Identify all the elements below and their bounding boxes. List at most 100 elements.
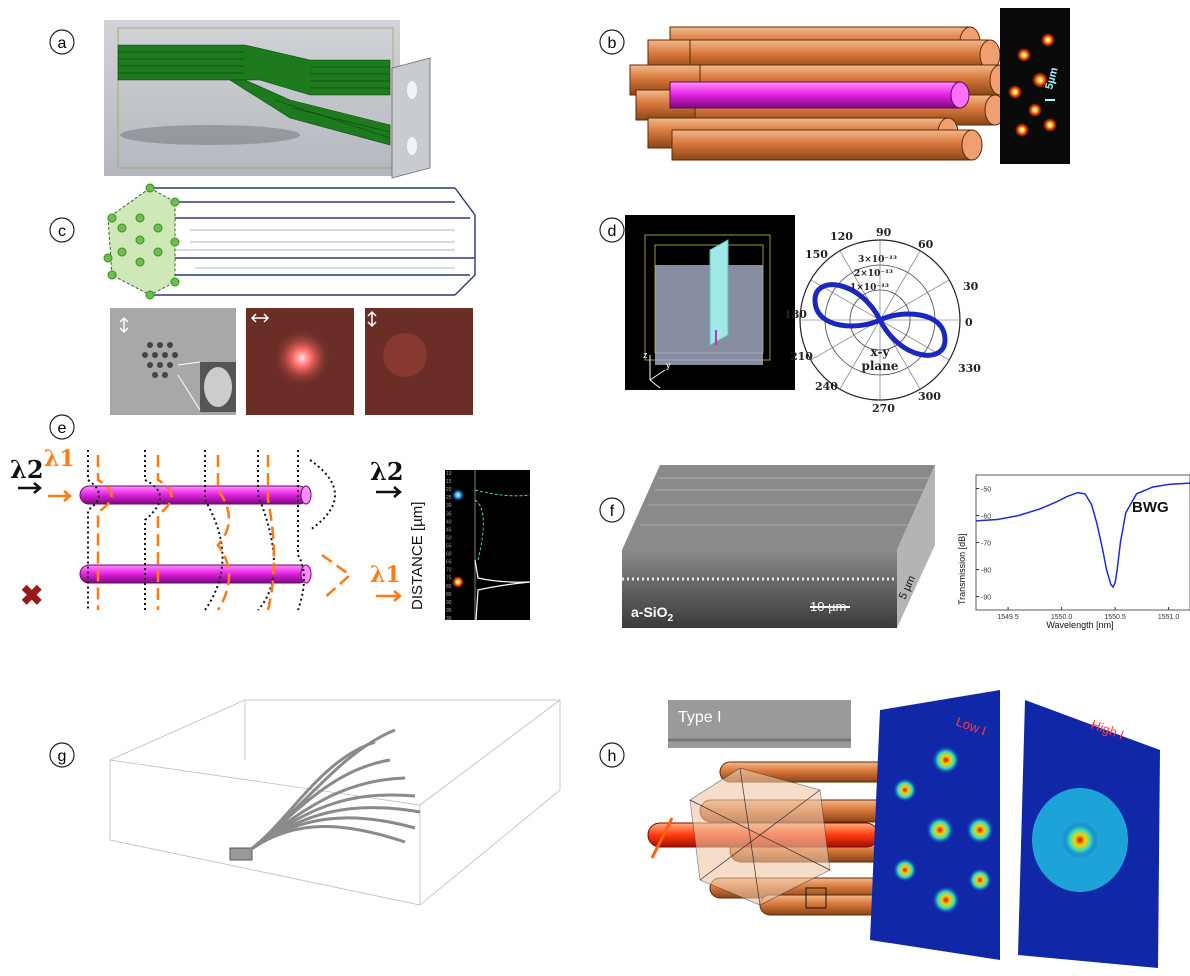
- distance-tick-label: 50: [446, 535, 452, 541]
- waveguide-top: [79, 485, 309, 505]
- svg-text:90: 90: [876, 226, 892, 239]
- panel-labels: a b c d e f g h: [49, 29, 625, 768]
- distance-tick-label: 20: [446, 487, 452, 493]
- distance-tick-label: 15: [446, 479, 452, 485]
- panel-label-b: b: [599, 29, 625, 55]
- svg-text:g: g: [58, 748, 67, 765]
- svg-text:5µm: 5µm: [1043, 66, 1060, 91]
- svg-text:x-y: x-y: [871, 345, 891, 359]
- sample-face: [622, 550, 897, 628]
- mode-image-c2: [246, 308, 354, 415]
- radiation-lobes: [812, 282, 948, 358]
- svg-text:2×10⁻¹³: 2×10⁻¹³: [854, 269, 893, 279]
- distance-tick-label: 55: [446, 544, 452, 550]
- svg-text:150: 150: [805, 248, 828, 261]
- distance-tick-label: 30: [446, 616, 452, 622]
- svg-text:10 µm: 10 µm: [810, 599, 846, 614]
- panel-label-f: f: [599, 497, 625, 523]
- svg-text:z: z: [643, 350, 648, 360]
- svg-text:y: y: [666, 360, 671, 370]
- svg-text:λ2: λ2: [370, 457, 404, 486]
- svg-text:330: 330: [958, 362, 981, 375]
- svg-text:240: 240: [815, 380, 838, 393]
- panel-label-c: c: [49, 217, 75, 243]
- panel-a-y-splitter: [104, 20, 431, 179]
- svg-text:λ1: λ1: [44, 446, 75, 472]
- distance-tick-label: 70: [446, 568, 452, 574]
- svg-text:plane: plane: [861, 359, 898, 373]
- magenta-core-rod: [669, 81, 970, 109]
- svg-text:b: b: [608, 35, 617, 52]
- svg-text:180: 180: [784, 308, 807, 321]
- chart-xtick-label: 1549.5: [997, 614, 1019, 621]
- chart-xtick-label: 1550.5: [1104, 614, 1126, 621]
- panel-label-h: h: [599, 742, 625, 768]
- panel-e-coupler: λ2 λ1 ✖ λ2 λ1 DISTANCE [µm]: [10, 446, 531, 622]
- mode-image-b: 5µm: [1000, 8, 1070, 164]
- svg-text:f: f: [610, 503, 615, 520]
- svg-text:h: h: [608, 748, 617, 765]
- panel-d-dipole: z y x 120 90 60 150 30 180 0 210 330: [625, 215, 981, 415]
- svg-text:d: d: [608, 223, 617, 240]
- chart-ytick-label: -60: [981, 514, 991, 521]
- svg-text:λ1: λ1: [370, 562, 401, 588]
- svg-text:1×10⁻¹³: 1×10⁻¹³: [850, 283, 889, 293]
- panel-b-fiber-bundle: 5µm: [629, 8, 1070, 164]
- chart-series-line: [975, 482, 1190, 589]
- transmission-chart: Transmission [dB] Wavelength [nm] BWG 15…: [957, 474, 1190, 630]
- output-mode-screen: [391, 57, 431, 179]
- svg-text:60: 60: [918, 238, 934, 251]
- panel-label-d: d: [599, 217, 625, 243]
- distance-tick-label: 85: [446, 592, 452, 598]
- svg-text:DISTANCE [µm]: DISTANCE [µm]: [409, 502, 426, 610]
- panel-f-bragg: a-SiO2 10 µm 5 µm Transmission [dB] Wave…: [622, 465, 1190, 630]
- distance-tick-label: 30: [446, 503, 452, 509]
- svg-text:300: 300: [918, 390, 941, 403]
- svg-text:x: x: [660, 388, 665, 398]
- svg-text:e: e: [58, 420, 67, 437]
- distance-tick-label: 80: [446, 584, 452, 590]
- mode-image-c3: [365, 308, 473, 415]
- distance-tick-label: 10: [446, 471, 452, 477]
- distance-tick-label: 60: [446, 552, 452, 558]
- polar-plot: 120 90 60 150 30 180 0 210 330 240 270 3…: [784, 226, 981, 415]
- distance-tick-label: 95: [446, 608, 452, 614]
- panel-a-background: [104, 20, 400, 176]
- panel-c-hex-fiber: [103, 183, 476, 415]
- distance-tick-label: 25: [446, 495, 452, 501]
- panel-label-a: a: [49, 29, 75, 55]
- chart-xlabel: Wavelength [nm]: [1046, 620, 1113, 630]
- mode-image-c1: [110, 308, 236, 415]
- chart-series-label: BWG: [1132, 499, 1169, 516]
- nanoplate: [709, 239, 729, 346]
- panel-label-e: e: [49, 414, 75, 440]
- svg-text:3×10⁻¹³: 3×10⁻¹³: [858, 255, 897, 265]
- distance-profile-plot: DISTANCE [µm] 10 15 20 25 30 35 40 45 50 55 60 65 70…: [409, 470, 531, 622]
- chart-ytick-label: -70: [981, 541, 991, 548]
- panel-h-multicore: Type I Low I High I: [647, 690, 1160, 968]
- chart-ytick-label: -50: [981, 487, 991, 494]
- svg-text:c: c: [58, 223, 66, 240]
- svg-text:0: 0: [965, 316, 973, 329]
- sample-top: [622, 465, 935, 550]
- blocked-mark: ✖: [20, 579, 43, 612]
- svg-text:λ2: λ2: [10, 455, 44, 484]
- distance-tick-label: 90: [446, 600, 452, 606]
- fan-out-waveguides: [249, 728, 421, 852]
- svg-text:a: a: [58, 35, 67, 52]
- distance-tick-label: 65: [446, 560, 452, 566]
- svg-text:30: 30: [963, 280, 979, 293]
- svg-text:a-SiO2: a-SiO2: [631, 604, 674, 624]
- chart-ytick-label: -90: [981, 595, 991, 602]
- distance-tick-label: 75: [446, 576, 452, 582]
- distance-tick-label: 35: [446, 511, 452, 517]
- panel-label-g: g: [49, 742, 75, 768]
- chart-xtick-label: 1551.0: [1158, 614, 1180, 621]
- distance-tick-label: 40: [446, 519, 452, 525]
- distance-tick-label: 45: [446, 527, 452, 533]
- chart-plot-area: [975, 474, 1190, 611]
- svg-text:120: 120: [830, 230, 853, 243]
- svg-text:Type I: Type I: [678, 709, 722, 726]
- chart-xtick-label: 1550.0: [1051, 614, 1073, 621]
